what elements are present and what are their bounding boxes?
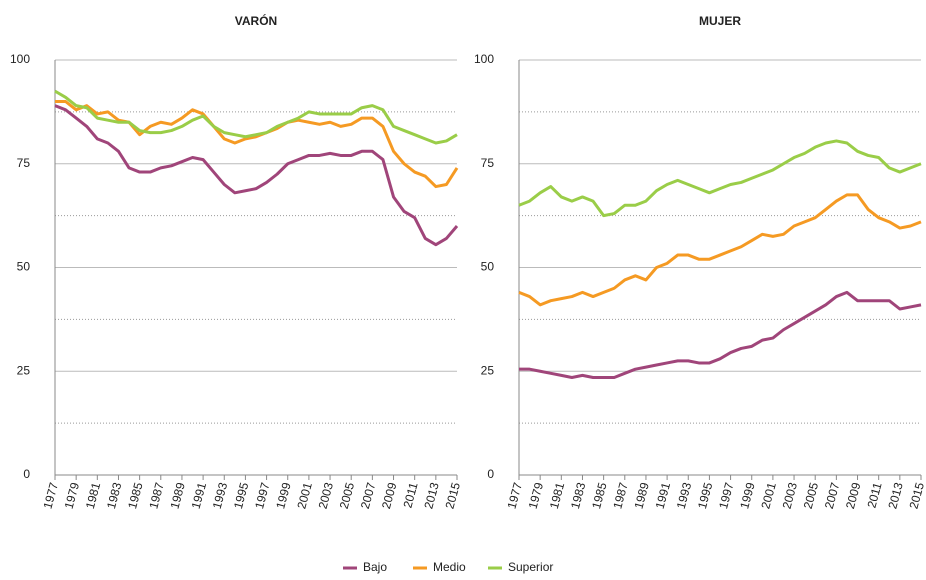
x-tick-label: 2011 xyxy=(400,481,420,510)
y-tick-label: 100 xyxy=(10,52,30,66)
x-tick-label: 1997 xyxy=(252,481,273,511)
y-tick-label: 0 xyxy=(487,467,494,481)
x-tick-label: 2005 xyxy=(801,481,822,511)
x-tick-label: 1991 xyxy=(653,481,674,511)
series-line xyxy=(519,290,922,379)
x-tick-label: 2005 xyxy=(337,481,358,511)
y-tick-label: 75 xyxy=(481,156,495,170)
x-tick-label: 1979 xyxy=(526,481,547,511)
x-tick-label: 2011 xyxy=(864,481,884,510)
x-tick-label: 1983 xyxy=(104,481,125,511)
x-tick-label: 1999 xyxy=(737,481,758,511)
x-tick-label: 1981 xyxy=(547,481,568,511)
x-tick-label: 1987 xyxy=(146,481,167,511)
x-tick-label: 1991 xyxy=(189,481,210,511)
legend-label: Bajo xyxy=(363,560,387,574)
x-tick-label: 1977 xyxy=(41,481,62,511)
legend-label: Superior xyxy=(508,560,553,574)
x-tick-label: 2015 xyxy=(907,481,926,511)
legend-label: Medio xyxy=(433,560,466,574)
x-tick-label: 2003 xyxy=(780,481,801,511)
x-tick-label: 1983 xyxy=(568,481,589,511)
x-tick-label: 2009 xyxy=(843,481,864,511)
x-tick-label: 1995 xyxy=(695,481,716,511)
x-tick-label: 2003 xyxy=(316,481,337,511)
y-tick-label: 0 xyxy=(23,467,30,481)
series-line xyxy=(54,89,458,145)
x-tick-label: 1999 xyxy=(273,481,294,511)
x-tick-label: 1985 xyxy=(589,481,610,511)
x-tick-label: 2015 xyxy=(443,481,464,511)
x-tick-label: 2001 xyxy=(758,481,779,511)
x-tick-label: 1995 xyxy=(231,481,252,511)
x-tick-label: 2001 xyxy=(294,481,315,511)
x-tick-label: 1989 xyxy=(167,481,188,511)
x-tick-label: 2009 xyxy=(379,481,400,511)
x-tick-label: 1979 xyxy=(62,481,83,511)
series-line xyxy=(55,100,459,189)
series-line xyxy=(518,193,922,307)
x-tick-label: 1987 xyxy=(610,481,631,511)
x-tick-label: 1989 xyxy=(631,481,652,511)
y-tick-label: 100 xyxy=(474,52,494,66)
x-tick-label: 2013 xyxy=(885,481,906,511)
x-tick-label: 2013 xyxy=(421,481,442,511)
x-tick-label: 1985 xyxy=(125,481,146,511)
x-tick-label: 1981 xyxy=(83,481,104,511)
x-tick-label: 1977 xyxy=(505,481,526,511)
y-tick-label: 50 xyxy=(481,260,495,274)
y-tick-label: 75 xyxy=(17,156,31,170)
y-tick-label: 25 xyxy=(17,363,31,377)
chart-title: MUJER xyxy=(699,14,741,28)
x-tick-label: 1993 xyxy=(210,481,231,511)
series-line xyxy=(54,104,459,247)
chart-title: VARÓN xyxy=(235,13,277,28)
x-tick-label: 1997 xyxy=(716,481,737,511)
x-tick-label: 2007 xyxy=(358,481,379,511)
y-tick-label: 25 xyxy=(481,363,495,377)
x-tick-label: 2007 xyxy=(822,481,843,511)
y-tick-label: 50 xyxy=(17,260,31,274)
series-line xyxy=(518,139,922,218)
x-tick-label: 1993 xyxy=(674,481,695,511)
